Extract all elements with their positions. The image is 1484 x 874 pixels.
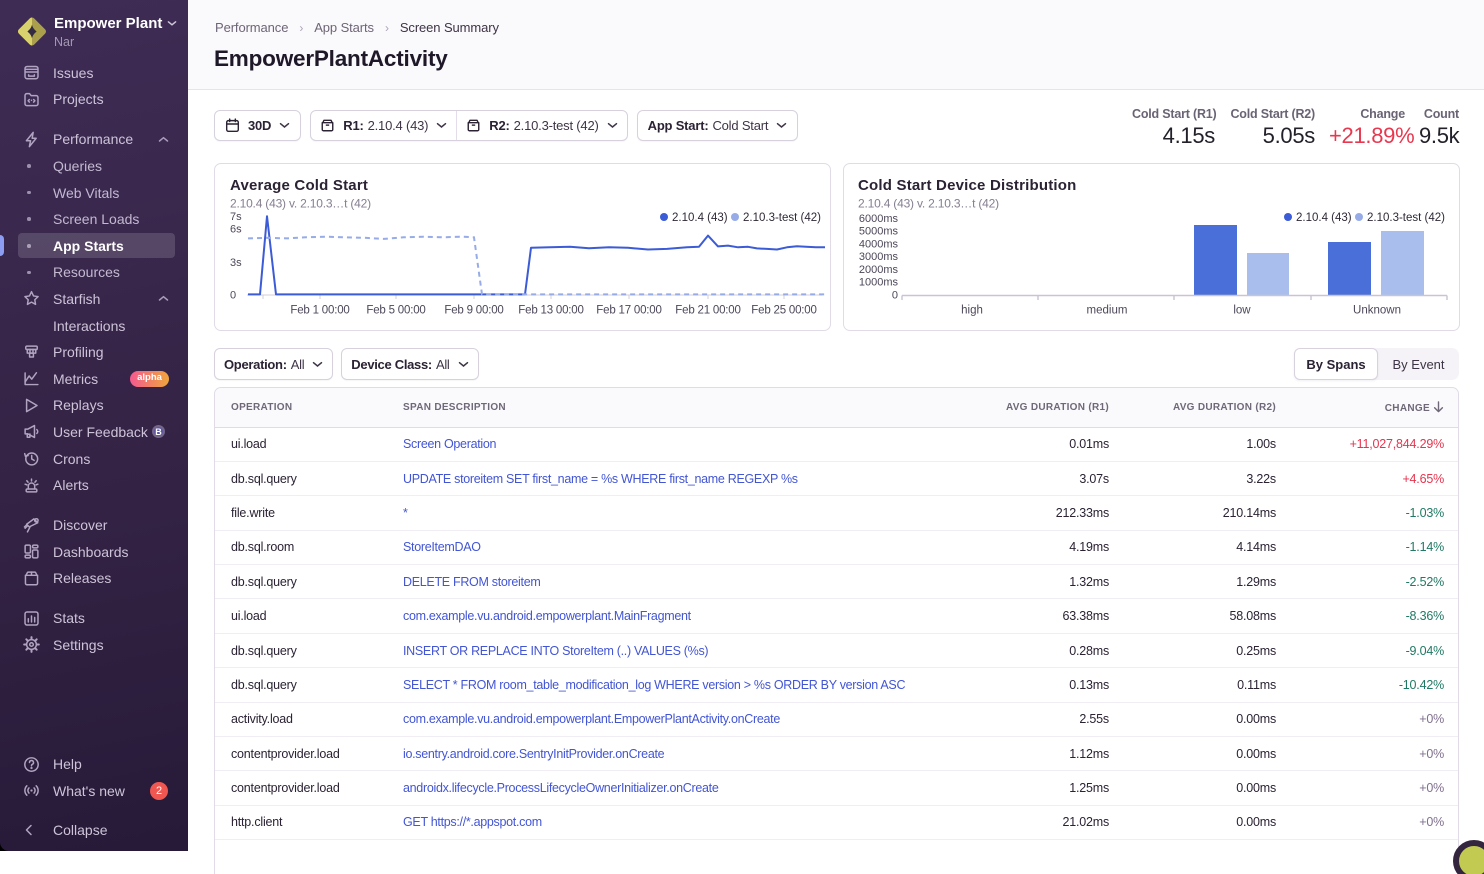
- svg-text:Feb 1 00:00: Feb 1 00:00: [290, 305, 349, 317]
- svg-text:Unknown: Unknown: [1353, 305, 1401, 317]
- svg-text:2.10.4 (43): 2.10.4 (43): [1296, 212, 1352, 224]
- svg-text:6s: 6s: [230, 224, 242, 236]
- svg-text:2.10.4 (43): 2.10.4 (43): [672, 212, 728, 224]
- svg-text:2.10.4 (43) v. 2.10.3…t (42): 2.10.4 (43) v. 2.10.3…t (42): [858, 197, 999, 211]
- svg-text:high: high: [961, 305, 983, 317]
- svg-text:2000ms: 2000ms: [859, 264, 899, 276]
- svg-text:2.10.3-test (42): 2.10.3-test (42): [743, 212, 821, 224]
- svg-text:Feb 21 00:00: Feb 21 00:00: [675, 305, 740, 317]
- svg-text:7s: 7s: [230, 211, 242, 223]
- svg-text:Feb 17 00:00: Feb 17 00:00: [596, 305, 661, 317]
- svg-text:5000ms: 5000ms: [859, 226, 899, 238]
- svg-text:low: low: [1233, 305, 1251, 317]
- svg-text:Feb 13 00:00: Feb 13 00:00: [518, 305, 583, 317]
- svg-text:2.10.4 (43) v. 2.10.3…t (42): 2.10.4 (43) v. 2.10.3…t (42): [230, 197, 371, 211]
- svg-text:Feb 9 00:00: Feb 9 00:00: [444, 305, 503, 317]
- svg-text:3000ms: 3000ms: [859, 251, 899, 263]
- svg-text:2.10.3-test (42): 2.10.3-test (42): [1367, 212, 1445, 224]
- svg-text:6000ms: 6000ms: [859, 213, 899, 225]
- svg-text:medium: medium: [1087, 305, 1128, 317]
- svg-text:0: 0: [230, 290, 236, 302]
- svg-text:Cold Start Device Distribution: Cold Start Device Distribution: [858, 177, 1077, 194]
- svg-text:4000ms: 4000ms: [859, 238, 899, 250]
- svg-text:3s: 3s: [230, 257, 242, 269]
- svg-text:Average Cold Start: Average Cold Start: [230, 177, 368, 194]
- svg-text:Feb 25 00:00: Feb 25 00:00: [751, 305, 816, 317]
- svg-text:Feb 5 00:00: Feb 5 00:00: [366, 305, 425, 317]
- svg-text:0: 0: [892, 290, 898, 302]
- svg-text:1000ms: 1000ms: [859, 277, 899, 289]
